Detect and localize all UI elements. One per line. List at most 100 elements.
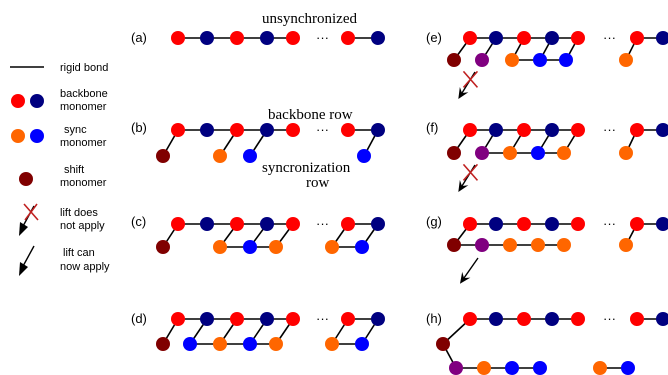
backbone-monomer bbox=[656, 31, 668, 45]
sync-monomer bbox=[269, 240, 283, 254]
nolift-arrow-icon bbox=[458, 70, 479, 99]
backbone-monomer bbox=[286, 312, 300, 326]
annotation-unsynchronized: unsynchronized bbox=[262, 11, 357, 27]
sync-monomer bbox=[269, 337, 283, 351]
ellipsis: ··· bbox=[603, 30, 616, 45]
legend-nolift-1: lift does bbox=[60, 207, 98, 219]
ellipsis: ··· bbox=[316, 30, 329, 45]
panel-label-a: (a) bbox=[131, 30, 147, 45]
backbone-monomer bbox=[630, 31, 644, 45]
annotation-sync-row-2: row bbox=[306, 175, 329, 191]
backbone-monomer bbox=[545, 217, 559, 231]
nolift-arrow-icon bbox=[458, 163, 479, 192]
backbone-monomer bbox=[656, 312, 668, 326]
legend: rigid bond backbone monomer sync monomer… bbox=[10, 62, 110, 276]
shift-monomer bbox=[156, 149, 170, 163]
sync-monomer bbox=[325, 337, 339, 351]
backbone-monomer bbox=[171, 123, 185, 137]
arrows bbox=[458, 70, 479, 284]
backbone-monomer bbox=[371, 123, 385, 137]
backbone-monomer bbox=[286, 31, 300, 45]
legend-nolift-arrow-icon bbox=[19, 203, 39, 236]
backbone-monomer bbox=[286, 123, 300, 137]
legend-sync-1: sync bbox=[64, 124, 87, 136]
sync-monomer bbox=[475, 146, 489, 160]
shift-monomer bbox=[447, 146, 461, 160]
backbone-monomer bbox=[630, 312, 644, 326]
sync-monomer bbox=[243, 240, 257, 254]
backbone-monomer bbox=[171, 31, 185, 45]
backbone-monomer bbox=[260, 31, 274, 45]
backbone-monomer bbox=[463, 217, 477, 231]
backbone-monomer bbox=[341, 312, 355, 326]
legend-nolift-2: not apply bbox=[60, 220, 105, 232]
backbone-monomer bbox=[545, 31, 559, 45]
backbone-monomer bbox=[656, 123, 668, 137]
sync-monomer bbox=[619, 146, 633, 160]
annotation-sync-row-1: syncronization bbox=[262, 160, 351, 176]
sync-monomer bbox=[213, 149, 227, 163]
backbone-monomer bbox=[260, 217, 274, 231]
backbone-monomer bbox=[371, 31, 385, 45]
backbone-monomer bbox=[463, 31, 477, 45]
backbone-monomer bbox=[571, 217, 585, 231]
sync-monomer bbox=[357, 149, 371, 163]
shift-monomer bbox=[447, 53, 461, 67]
backbone-monomer bbox=[463, 123, 477, 137]
shift-monomer bbox=[436, 337, 450, 351]
shift-monomer bbox=[156, 240, 170, 254]
backbone-monomer bbox=[200, 217, 214, 231]
backbone-monomer bbox=[230, 123, 244, 137]
backbone-monomer bbox=[656, 217, 668, 231]
sync-monomer bbox=[505, 53, 519, 67]
backbone-monomer bbox=[630, 123, 644, 137]
sync-monomer bbox=[557, 146, 571, 160]
sync-monomer bbox=[447, 238, 461, 252]
ellipsis: ··· bbox=[603, 311, 616, 326]
sync-monomer bbox=[477, 361, 491, 375]
backbone-monomer bbox=[341, 217, 355, 231]
sync-monomer bbox=[243, 149, 257, 163]
legend-lift-1: lift can bbox=[63, 247, 95, 259]
backbone-monomer bbox=[517, 312, 531, 326]
backbone-monomer bbox=[230, 31, 244, 45]
backbone-monomer bbox=[200, 31, 214, 45]
backbone-monomer bbox=[260, 123, 274, 137]
legend-lift-arrow-icon bbox=[19, 245, 35, 276]
backbone-monomer bbox=[260, 312, 274, 326]
sync-monomer bbox=[183, 337, 197, 351]
legend-shift bbox=[19, 172, 33, 186]
sync-monomer bbox=[557, 238, 571, 252]
ellipses: ··· ··· ··· ··· ··· ··· ··· ··· bbox=[316, 30, 616, 326]
shift-monomer bbox=[156, 337, 170, 351]
sync-monomer bbox=[213, 337, 227, 351]
ellipsis: ··· bbox=[316, 122, 329, 137]
backbone-monomer bbox=[545, 123, 559, 137]
sync-monomer bbox=[531, 146, 545, 160]
shift-monomer bbox=[475, 53, 489, 67]
backbone-monomer bbox=[371, 217, 385, 231]
ellipsis: ··· bbox=[316, 311, 329, 326]
sync-monomer bbox=[559, 53, 573, 67]
sync-monomer bbox=[243, 337, 257, 351]
legend-backbone-1: backbone bbox=[60, 88, 108, 100]
sync-monomer bbox=[621, 361, 635, 375]
backbone-monomer bbox=[489, 123, 503, 137]
backbone-monomer bbox=[341, 123, 355, 137]
legend-backbone-red bbox=[11, 94, 25, 108]
backbone-monomer bbox=[571, 31, 585, 45]
backbone-monomer bbox=[200, 312, 214, 326]
panel-label-h: (h) bbox=[426, 311, 442, 326]
ellipsis: ··· bbox=[603, 216, 616, 231]
backbone-monomer bbox=[517, 217, 531, 231]
backbone-monomer bbox=[200, 123, 214, 137]
sync-monomer bbox=[213, 240, 227, 254]
backbone-monomer bbox=[230, 312, 244, 326]
sync-monomer bbox=[531, 238, 545, 252]
sync-monomer bbox=[355, 240, 369, 254]
monomers bbox=[156, 31, 668, 375]
sync-monomer bbox=[475, 238, 489, 252]
backbone-monomer bbox=[517, 31, 531, 45]
sync-monomer bbox=[533, 361, 547, 375]
backbone-monomer bbox=[371, 312, 385, 326]
